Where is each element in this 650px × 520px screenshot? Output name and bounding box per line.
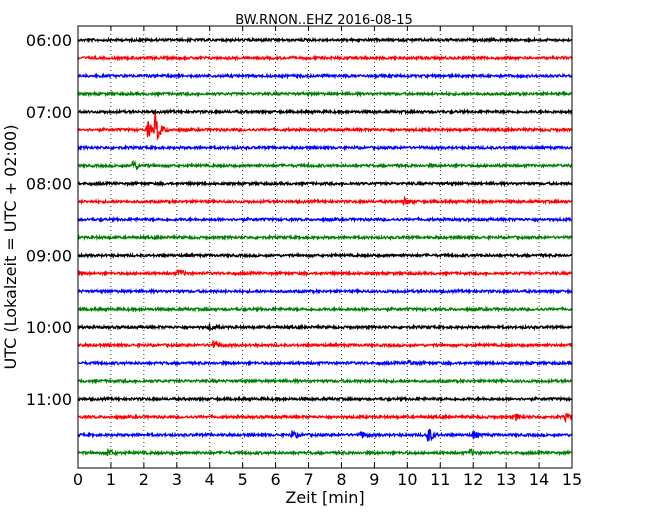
trace-row [77, 195, 573, 206]
x-tick-label: 8 [336, 470, 346, 489]
y-tick-label: 09:00 [26, 246, 72, 265]
trace-row [77, 179, 573, 188]
trace-row [77, 359, 573, 367]
trace-row [77, 54, 573, 62]
x-tick-label: 5 [238, 470, 248, 489]
trace-row [77, 233, 573, 242]
y-tick-label: 07:00 [26, 103, 72, 122]
y-tick-label: 11:00 [26, 390, 72, 409]
trace-row [77, 108, 573, 116]
trace-row [77, 36, 573, 44]
trace-row [77, 111, 573, 140]
x-tick-label: 7 [303, 470, 313, 489]
trace-row [77, 72, 573, 80]
x-tick-label: 10 [397, 470, 417, 489]
x-tick-label: 3 [172, 470, 182, 489]
trace-row [77, 160, 573, 171]
chart-title: BW.RNON..EHZ 2016-08-15 [235, 13, 413, 28]
y-axis-label: UTC (Lokalzeit = UTC + 02:00) [1, 125, 20, 370]
x-tick-label: 0 [73, 470, 83, 489]
trace-row [77, 269, 573, 278]
trace-row [77, 323, 573, 332]
x-tick-label: 9 [369, 470, 379, 489]
x-tick-label: 11 [430, 470, 450, 489]
trace-row [77, 377, 573, 385]
trace-row [77, 339, 573, 349]
trace-row [77, 428, 573, 442]
x-axis-label: Zeit [min] [285, 488, 364, 507]
seismic-traces [77, 36, 573, 457]
trace-row [77, 287, 573, 296]
trace-row [77, 412, 573, 424]
trace-row [77, 251, 573, 260]
x-tick-label: 15 [562, 470, 582, 489]
trace-row [77, 305, 573, 313]
trace-row [77, 395, 573, 403]
trace-row [77, 90, 573, 98]
trace-row [77, 447, 573, 457]
plot-frame [77, 25, 573, 469]
y-tick-label: 06:00 [26, 31, 72, 50]
y-tick-label: 10:00 [26, 318, 72, 337]
x-tick-label: 6 [271, 470, 281, 489]
x-axis-ticks: 0 1 2 3 4 5 6 7 8 9 10 11 12 13 14 15 [73, 26, 582, 489]
y-axis-ticks: 06:00 07:00 08:00 09:00 10:00 11:00 [26, 31, 572, 409]
trace-row [77, 215, 573, 224]
y-tick-label: 08:00 [26, 175, 72, 194]
x-tick-label: 14 [529, 470, 549, 489]
x-tick-label: 1 [106, 470, 116, 489]
x-tick-label: 12 [463, 470, 483, 489]
x-tick-label: 4 [205, 470, 215, 489]
x-tick-label: 2 [139, 470, 149, 489]
trace-row [77, 143, 573, 152]
grid-lines [78, 26, 572, 468]
x-tick-label: 13 [496, 470, 516, 489]
